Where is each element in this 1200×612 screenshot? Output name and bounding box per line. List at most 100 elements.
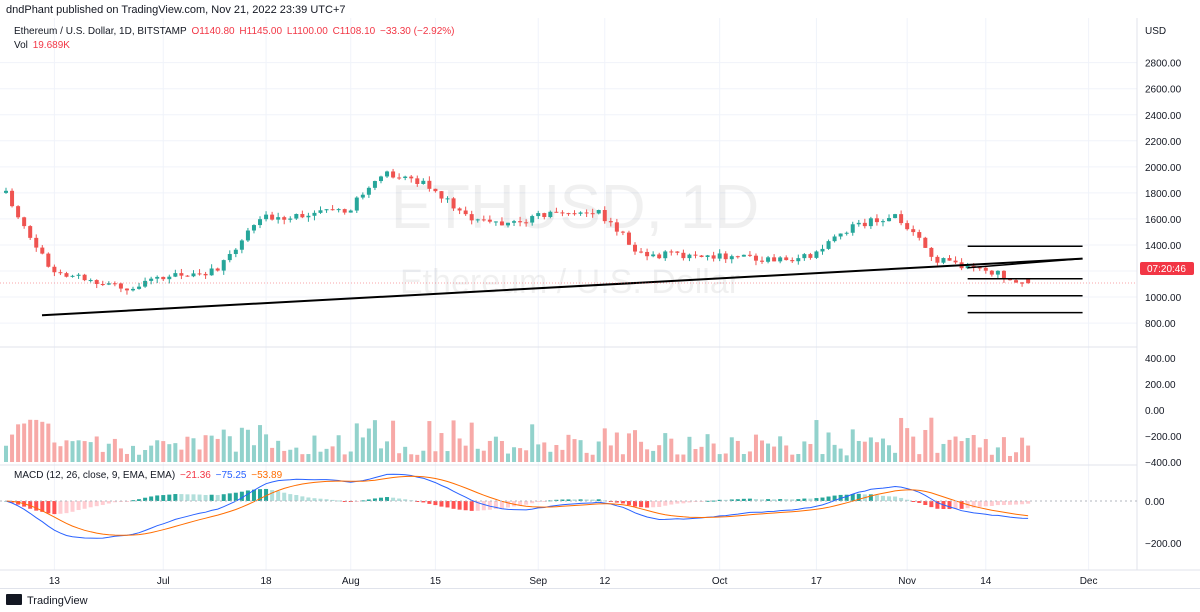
volume-bar [179,449,184,462]
candle-body [572,213,577,215]
volume-bar [457,438,462,462]
volume-bar [16,424,21,462]
macd-histogram-bar [983,501,988,507]
candle-body [409,176,414,179]
macd-signal-line [5,475,1029,536]
macd-histogram-bar [911,501,916,502]
macd-histogram-bar [131,500,136,502]
candle-body [445,198,450,200]
volume-bar [905,428,910,462]
macd-histogram-bar [391,497,396,501]
macd-histogram-bar [554,499,559,501]
chart-canvas[interactable]: ETHUSD, 1D Ethereum / U.S. Dollar USD 28… [0,18,1200,588]
volume-label: Vol [14,40,28,51]
candle-body [1026,278,1031,283]
macd-histogram-bar [657,501,662,508]
volume-bar [977,447,982,462]
macd-histogram-bar [209,494,214,501]
macd-histogram-bar [203,494,208,501]
candle-body [820,248,825,252]
price-tick-label: 2000.00 [1145,163,1182,174]
volume-bar [899,417,904,462]
candle-body [34,237,39,248]
volume-tick-label: 400.00 [1145,354,1176,365]
candle-body [391,171,396,178]
volume-bar [28,419,33,462]
candle-body [112,283,117,285]
macd-histogram-bar [669,501,674,505]
macd-histogram-bar [1020,501,1025,505]
volume-bar [94,436,99,462]
candle-body [548,211,553,218]
volume-bar [499,441,504,462]
volume-bar [971,435,976,462]
time-tick-label: Aug [342,576,360,587]
macd-histogram-bar [481,501,486,511]
volume-bar [1014,452,1019,462]
volume-bar [584,452,589,462]
volume-bar [560,449,565,462]
macd-histogram-bar [626,501,631,506]
volume-bar [651,450,656,462]
volume-bar [118,448,123,462]
candle-body [578,212,583,214]
candle-body [693,254,698,256]
macd-legend: MACD (12, 26, close, 9, EMA, EMA) −21.36… [14,470,284,481]
macd-histogram-bar [433,501,438,506]
candle-body [566,213,571,215]
volume-bar [608,445,613,462]
volume-bar [306,454,311,462]
candle-body [838,233,843,237]
time-tick-label: 18 [261,576,273,587]
time-tick-label: Jul [157,576,170,587]
volume-bar [227,436,232,462]
volume-bar [445,451,450,462]
candle-body [747,254,752,256]
price-tick-label: 2200.00 [1145,137,1182,148]
volume-bar [52,442,57,462]
volume-bar [415,454,420,462]
macd-histogram-bar [191,494,196,501]
volume-bar [463,445,468,462]
volume-bar [385,441,390,462]
tradingview-logo[interactable]: TradingView [6,594,88,607]
candle-body [626,232,631,245]
candle-body [844,232,849,234]
last-price-badge-text: 07:20:46 [1147,264,1186,275]
volume-bar [717,454,722,462]
candle-body [4,190,8,193]
macd-histogram-bar [844,494,849,501]
macd-histogram-bar [808,498,813,501]
candle-body [983,267,988,271]
volume-bar [88,442,93,462]
macd-histogram-bar [360,500,365,502]
candle-body [711,255,716,259]
macd-histogram-bar [1026,501,1031,504]
candle-body [717,253,722,259]
macd-histogram-bar [995,501,1000,506]
volume-bar [191,438,196,462]
volume-bar [693,449,698,462]
candle-body [336,209,341,211]
volume-bar [270,447,275,462]
macd-histogram-bar [288,494,293,501]
volume-bar [747,451,752,462]
candle-body [899,214,904,224]
candle-body [191,273,196,277]
macd-histogram-bar [645,501,650,508]
macd-histogram-bar [820,497,825,501]
candle-body [433,188,438,192]
volume-bar [681,454,686,462]
volume-bar [1007,455,1012,462]
macd-histogram-bar [747,498,752,501]
macd-histogram-bar [947,501,952,510]
volume-bar [378,448,383,462]
legend-low: L1100.00 [286,26,328,37]
volume-bar [318,451,323,462]
volume-bar [669,438,674,462]
candle-body [705,255,710,258]
macd-histogram-bar [923,501,928,506]
candle-body [633,244,638,252]
candle-body [735,256,740,258]
macd-histogram-bar [28,501,33,509]
